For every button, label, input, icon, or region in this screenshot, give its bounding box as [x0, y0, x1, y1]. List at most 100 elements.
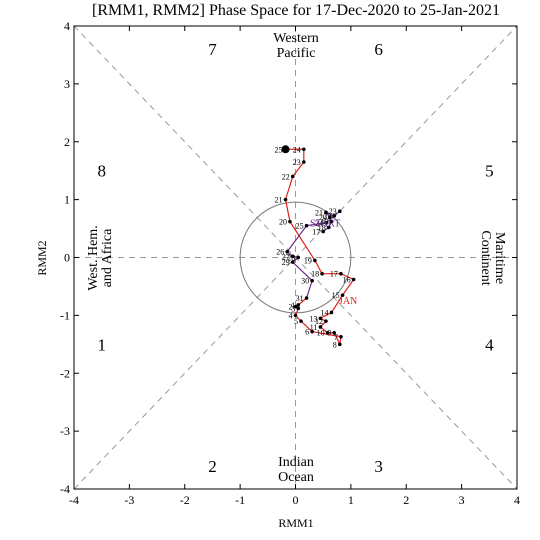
day-point [290, 174, 295, 179]
day-label: 13 [309, 314, 317, 323]
day-label: 11 [310, 323, 318, 332]
region-label-ocean: Ocean [278, 470, 314, 485]
day-point [290, 254, 295, 259]
day-point [321, 229, 325, 234]
day-label: 18 [318, 223, 326, 232]
day-label: 1 [291, 301, 295, 310]
day-label: 4 [289, 311, 293, 320]
x-axis-ticks: -4 -3 -2 -1 0 1 2 3 4 [69, 26, 520, 507]
day-point [310, 329, 314, 334]
day-point [313, 258, 317, 263]
month-label-jan: JAN [339, 296, 357, 307]
day-label: 20 [319, 213, 327, 222]
day-point [332, 330, 337, 335]
day-point [324, 319, 328, 323]
y-tick-label: 3 [64, 77, 70, 91]
day-point [338, 342, 342, 347]
start-label: START [310, 218, 340, 229]
region-indian-ocean: Indian Ocean [278, 455, 314, 485]
y-tick-label: 2 [64, 135, 70, 149]
day-label: 24 [315, 219, 323, 228]
region-west-hem-africa: West. Hem. and Africa [86, 225, 115, 290]
x-axis-label: RMM1 [278, 516, 313, 530]
rmm-trajectory: 1718192021222324252627282930311234567891… [275, 145, 357, 349]
phase-number-7: 7 [208, 40, 217, 59]
day-point [329, 310, 334, 315]
day-label: 5 [294, 317, 298, 326]
y-tick-label: 0 [64, 251, 70, 265]
day-point [318, 325, 323, 329]
day-point [310, 278, 314, 283]
y-tick-label: 1 [64, 193, 70, 207]
day-point [283, 197, 288, 202]
day-point [324, 210, 328, 215]
x-tick-label: -1 [235, 493, 245, 507]
x-tick-label: -4 [69, 493, 79, 507]
region-label-and-africa: and Africa [100, 228, 115, 287]
day-point [338, 209, 342, 213]
day-point [296, 306, 301, 311]
phase-number-4: 4 [485, 335, 494, 354]
day-point [351, 277, 356, 282]
region-label-pacific: Pacific [277, 46, 316, 61]
day-point [296, 303, 301, 307]
day-point [328, 215, 332, 219]
y-tick-label: 4 [64, 19, 70, 33]
day-point [326, 225, 331, 230]
phase-number-6: 6 [374, 40, 383, 59]
day-label: 25 [296, 222, 304, 231]
day-point [288, 219, 292, 224]
day-point [339, 271, 343, 276]
x-tick-label: 2 [403, 493, 409, 507]
phase-number-5: 5 [485, 162, 494, 181]
y-tick-label: -4 [60, 482, 70, 496]
day-label: 25 [275, 145, 283, 154]
day-point [302, 147, 306, 152]
y-axis-label: RMM2 [35, 240, 49, 275]
y-tick-label: -2 [60, 366, 70, 380]
day-point [329, 219, 334, 224]
day-label: 2 [289, 303, 293, 312]
day-label: 23 [293, 158, 301, 167]
day-label: 6 [305, 328, 309, 337]
x-tick-label: 3 [459, 493, 465, 507]
region-label-continent: Continent [478, 230, 493, 285]
day-label: 18 [311, 270, 319, 279]
phase-number-2: 2 [208, 457, 217, 476]
day-point [320, 271, 324, 276]
day-label: 14 [320, 308, 328, 317]
y-tick-label: -1 [60, 308, 70, 322]
day-point [304, 296, 309, 300]
day-label: 17 [330, 270, 338, 279]
day-label: 7 [334, 333, 338, 342]
x-tick-label: -3 [124, 493, 134, 507]
day-label: 8 [333, 340, 337, 349]
day-label: 15 [332, 291, 340, 300]
phase-number-1: 1 [97, 335, 106, 354]
day-label: 12 [315, 317, 323, 326]
y-tick-label: -3 [60, 424, 70, 438]
day-point [293, 304, 298, 309]
day-label: 22 [323, 212, 331, 221]
day-label: 20 [279, 218, 287, 227]
x-tick-label: -2 [180, 493, 190, 507]
region-label-western: Western [273, 31, 319, 46]
x-tick-label: 0 [293, 493, 299, 507]
day-point [296, 255, 301, 260]
day-point [302, 160, 306, 164]
phase-number-3: 3 [374, 457, 383, 476]
region-label-west-hem: West. Hem. [86, 225, 101, 290]
x-tick-label: 4 [514, 493, 520, 507]
region-label-indian: Indian [278, 455, 314, 470]
end-point-marker [281, 145, 290, 154]
day-label: 27 [282, 252, 290, 261]
day-label: 31 [296, 294, 304, 303]
region-label-maritime: Maritime [492, 232, 507, 284]
day-point [325, 330, 330, 335]
day-point [324, 220, 328, 225]
day-label: 16 [343, 275, 351, 284]
day-label: 23 [329, 207, 337, 216]
